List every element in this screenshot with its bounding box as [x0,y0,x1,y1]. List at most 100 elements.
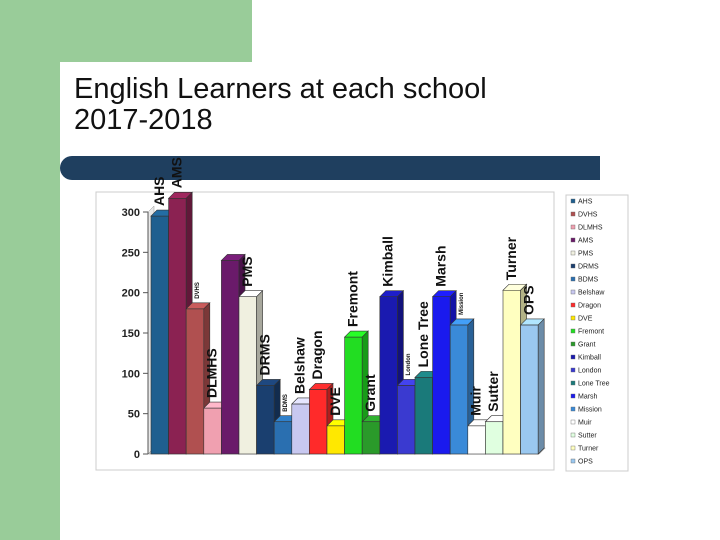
legend-label: Kimball [578,355,601,362]
legend-swatch [570,380,576,386]
bar-label: PMS [239,256,255,286]
legend-item: AHS [570,198,593,206]
bar-label: Grant [362,374,378,412]
bar-label: Marsh [432,245,448,286]
legend-label: AMS [578,238,594,245]
y-tick-label: 150 [122,328,140,340]
legend-swatch [570,276,576,282]
y-tick-label: 200 [122,288,140,300]
legend-item: Muir [570,419,592,427]
bar-front [361,421,381,455]
legend-label: Turner [578,446,599,453]
bar-label: Turner [503,236,519,280]
legend-item: Sutter [570,432,597,440]
legend-item: Grant [570,341,596,349]
legend-label: DVHS [578,212,598,219]
bar-label: DRMS [256,334,272,375]
bar-label: DLMHS [204,348,220,398]
legend-label: Marsh [578,394,598,401]
title-line-2: 2017-2018 [74,104,213,136]
legend-swatch [570,198,576,204]
legend-label: Lone Tree [578,381,610,388]
legend-label: PMS [578,251,594,258]
legend-label: OPS [578,459,593,466]
bar-front [344,336,363,455]
legend: AHS DVHS DLMHS AMS PMS DRMS BDMS Belshaw Dragon D… [565,194,629,472]
legend-item: PMS [570,250,594,258]
legend-swatch [570,315,576,321]
legend-swatch [570,445,576,451]
bar-front [256,385,275,455]
bar-label: Sutter [485,371,501,412]
legend-item: AMS [570,238,594,245]
bar-front [467,425,486,455]
legend-swatch [570,302,576,308]
bar-front [291,403,310,455]
legend-item: Dragon [570,302,601,310]
bar-front [273,421,293,455]
legend-swatch [570,393,576,399]
bar-label: BDMS [283,394,289,412]
bar-front [379,296,398,455]
bar-label: Muir [468,386,484,416]
title-underline-bar [60,156,600,180]
legend-item: Mission [570,407,602,414]
legend-label: DVE [578,316,593,323]
y-tick-label: 0 [134,449,140,461]
bar-ops [519,318,545,455]
y-tick-label: 100 [122,368,140,380]
legend-item: Turner [570,445,599,453]
bar-front [326,425,345,455]
bar-front [309,389,328,455]
legend-label: BDMS [578,277,599,284]
legend-item: Marsh [570,393,598,401]
bar-front [238,296,257,455]
bar-label: DVHS [195,282,201,299]
legend-swatch [570,419,576,425]
legend-box [565,194,629,472]
bar-label: Lone Tree [415,301,431,367]
legend-swatch [570,367,576,373]
y-tick-label: 50 [128,409,140,421]
top-green-band [0,0,252,62]
legend-item: DLMHS [570,225,603,232]
legend-label: Muir [578,420,592,427]
bar-front [432,296,451,455]
legend-item: London [570,367,601,375]
bar-side [537,318,545,455]
legend-item: DVHS [570,212,598,219]
left-green-band [0,0,60,540]
slide-title: English Learners at each school 2017-201… [74,74,487,136]
legend-label: Grant [578,342,596,349]
bar-label: Dragon [309,330,325,379]
legend-item: DRMS [570,263,599,271]
legend-label: DLMHS [578,225,603,232]
legend-swatch [570,263,576,269]
legend-swatch [570,354,576,360]
legend-label: London [578,368,601,375]
legend-swatch [570,432,576,438]
legend-swatch [570,289,576,295]
bar-front [520,324,539,455]
bar-label: Mission [459,292,465,315]
legend-label: Dragon [578,303,601,310]
bar-label: London [406,353,412,375]
bar-label: OPS [520,285,536,315]
legend-label: AHS [578,199,593,206]
bar-label: AMS [168,157,184,188]
legend-label: Mission [578,407,602,414]
legend-swatch [570,250,576,256]
bar-front [150,215,169,455]
legend-swatch [570,458,576,464]
bar-label: Belshaw [292,337,308,394]
title-line-1: English Learners at each school [74,73,487,105]
bar-front [221,260,240,455]
legend-item: Lone Tree [570,380,610,388]
bar-front [203,407,222,455]
legend-item: DVE [570,315,593,323]
legend-label: Belshaw [578,290,605,297]
bar-label: Fremont [344,271,360,327]
legend-swatch [570,341,576,347]
y-tick-label: 300 [122,207,140,219]
bar-front [168,197,187,455]
